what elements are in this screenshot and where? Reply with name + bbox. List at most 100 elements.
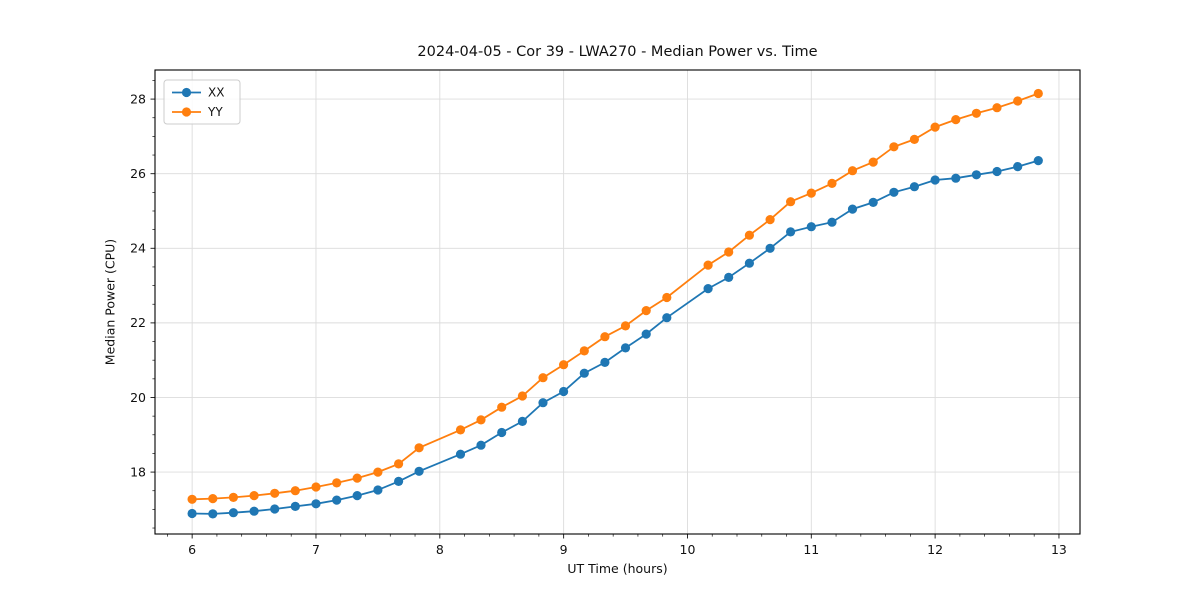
legend-box [163, 79, 241, 125]
data-point [332, 478, 342, 488]
data-point [517, 416, 528, 426]
x-tick-label: 6 [188, 542, 196, 557]
data-point [455, 449, 466, 459]
data-point [187, 508, 197, 519]
data-point [497, 402, 507, 412]
data-point [290, 501, 300, 511]
data-point [703, 284, 713, 294]
y-tick-label: 26 [130, 166, 146, 181]
legend: XX YY [163, 79, 241, 125]
data-point [868, 197, 878, 207]
data-point [352, 473, 362, 483]
data-point [724, 247, 734, 257]
data-point [517, 391, 528, 401]
series-line-XX [192, 159, 1039, 515]
x-tick-label: 12 [927, 542, 943, 557]
data-point [394, 459, 404, 469]
data-point [889, 142, 899, 152]
series-line-YY [192, 92, 1039, 501]
data-point [662, 292, 672, 303]
legend-marker-dot [181, 107, 192, 117]
data-point [455, 425, 466, 435]
data-point [187, 494, 197, 504]
data-point [847, 166, 858, 176]
data-point [909, 182, 920, 192]
data-point [806, 188, 816, 198]
y-axis-label: Median Power (CPU) [102, 238, 118, 366]
data-point [538, 373, 548, 383]
x-tick-label: 10 [680, 542, 696, 557]
chart-title: 2024-04-05 - Cor 39 - LWA270 - Median Po… [417, 44, 818, 60]
y-tick-label: 18 [130, 464, 146, 479]
data-point [497, 427, 507, 438]
data-point [373, 467, 383, 477]
data-point [786, 197, 796, 207]
data-point [579, 368, 589, 378]
data-point [579, 346, 589, 356]
data-point [311, 499, 321, 509]
major-ticks [150, 98, 1060, 539]
data-point [827, 178, 837, 188]
data-point [827, 217, 837, 227]
x-tick-label: 7 [312, 542, 320, 557]
legend-label-XX: XX [208, 86, 224, 100]
series-XX [187, 156, 1043, 519]
data-point [394, 476, 404, 486]
data-point [930, 122, 940, 132]
data-point [600, 357, 610, 367]
data-point [414, 443, 424, 453]
data-point [992, 103, 1002, 113]
data-point [971, 108, 982, 118]
data-point [332, 495, 342, 505]
x-tick-label: 11 [803, 542, 819, 557]
data-point [476, 415, 486, 425]
legend-label-YY: YY [207, 105, 223, 119]
data-point [703, 260, 713, 270]
data-point [476, 440, 486, 450]
data-point [1013, 96, 1023, 106]
plot-border [154, 69, 1081, 535]
y-tick-label: 20 [130, 390, 146, 405]
data-point [249, 506, 259, 516]
data-point [786, 227, 796, 237]
data-point [559, 386, 569, 397]
data-point [1013, 162, 1023, 172]
y-tick-label: 28 [130, 91, 146, 106]
data-point [744, 230, 755, 240]
x-axis-label: UT Time (hours) [567, 561, 668, 576]
y-tick-label: 22 [130, 315, 146, 330]
data-point [1033, 88, 1043, 99]
data-point [1033, 156, 1043, 166]
data-point [538, 398, 548, 408]
minor-ticks [152, 80, 1035, 537]
data-point [744, 258, 755, 268]
data-point [352, 491, 362, 501]
data-point [208, 509, 218, 519]
x-tick-labels: 6 7 8 9 10 11 12 13 [188, 542, 1067, 557]
data-point [765, 243, 775, 253]
x-tick-label: 13 [1051, 542, 1067, 557]
data-point [765, 215, 775, 225]
data-point [228, 492, 238, 502]
data-point [620, 321, 631, 331]
series-YY [187, 88, 1043, 504]
data-point [641, 306, 651, 316]
data-point [889, 187, 899, 197]
data-point [662, 313, 672, 323]
data-point [951, 115, 961, 125]
data-point [806, 222, 816, 232]
data-point [930, 175, 940, 185]
data-point [208, 494, 218, 504]
data-point [992, 166, 1002, 177]
data-point [311, 482, 321, 492]
grid-lines [155, 70, 1080, 534]
data-point [641, 329, 651, 339]
y-tick-labels: 18 20 22 24 26 28 [130, 91, 146, 479]
data-point [620, 343, 631, 353]
data-point [290, 486, 300, 496]
data-point [373, 485, 383, 495]
data-point [270, 488, 280, 498]
legend-marker-dot [181, 87, 192, 98]
